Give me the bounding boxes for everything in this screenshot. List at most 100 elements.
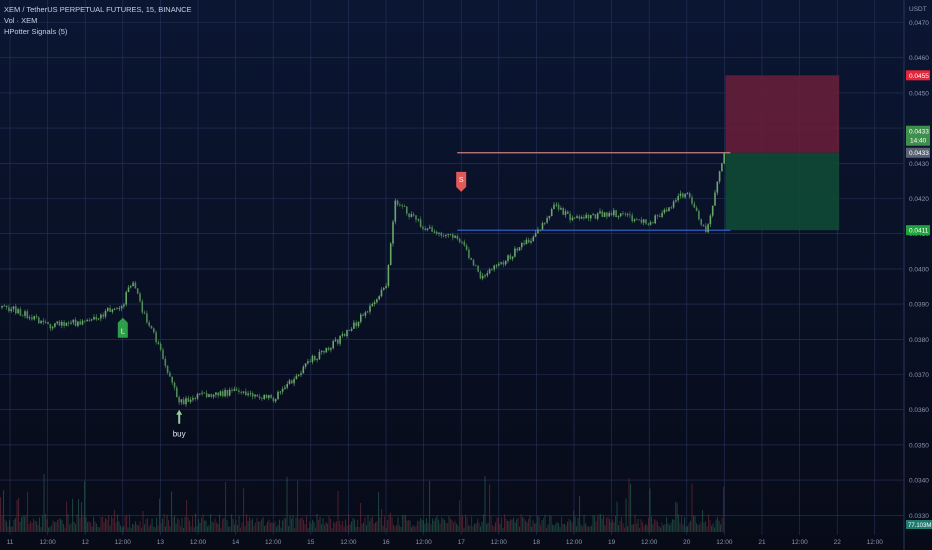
candle-body (516, 248, 518, 251)
candle-body (629, 214, 631, 216)
time-axis-tick: 12 (82, 539, 90, 546)
candle-body (376, 299, 378, 303)
volume-bar (105, 518, 107, 532)
volume-bar (180, 526, 182, 532)
candle-body (281, 388, 284, 392)
time-axis-tick: 16 (382, 539, 390, 546)
volume-bar (249, 517, 251, 532)
candle-body (521, 243, 523, 248)
candle-body (192, 398, 194, 400)
volume-bar (277, 524, 279, 532)
volume-bar (333, 521, 335, 532)
candle-body (670, 207, 673, 209)
candle-body (640, 219, 643, 223)
candle-body (159, 343, 162, 350)
volume-bar (313, 521, 315, 532)
volume-bar (507, 520, 509, 532)
volume-bar (45, 513, 47, 532)
volume-bar (468, 525, 470, 532)
volume-bar (57, 519, 59, 532)
candle-body (523, 243, 525, 245)
candle-body (272, 397, 275, 402)
volume-bar (211, 521, 213, 532)
candle-body (638, 219, 640, 221)
candle-body (314, 355, 316, 360)
candle-body (291, 380, 293, 384)
volume-bar (712, 523, 714, 532)
volume-bar (90, 522, 92, 532)
time-axis-tick: 20 (683, 539, 691, 546)
candle-body (15, 306, 17, 314)
volume-bar (508, 521, 510, 532)
candle-body (355, 322, 357, 327)
volume-bar (309, 521, 311, 532)
candle-body (35, 316, 38, 318)
candle-body (330, 348, 332, 350)
volume-bar (574, 516, 576, 532)
candle-body (422, 226, 424, 229)
candle-body (357, 321, 360, 327)
candle-body (74, 319, 77, 326)
volume-bar (447, 523, 449, 532)
volume-bar (144, 524, 146, 532)
volume-bar (585, 523, 587, 532)
volume-bar (58, 519, 60, 532)
volume-bar (358, 527, 360, 532)
volume-bar (387, 520, 389, 532)
candle-body (56, 321, 58, 324)
candle-body (212, 394, 215, 397)
volume-bar (655, 520, 657, 532)
volume-bar (570, 520, 572, 532)
volume-bar (24, 516, 26, 532)
volume-bar (369, 521, 371, 532)
volume-bar (546, 527, 548, 532)
volume-bar (331, 527, 333, 532)
volume-bar (445, 522, 447, 532)
candle-body (51, 326, 54, 329)
candle-body (146, 313, 148, 323)
candle-body (626, 214, 629, 216)
volume-bar (246, 514, 248, 532)
volume-bar (693, 515, 695, 532)
candle-body (447, 234, 449, 236)
volume-indicator-label[interactable]: Vol · XEM (4, 16, 38, 25)
candle-body (153, 328, 155, 333)
volume-bar (154, 527, 156, 532)
candle-body (408, 213, 410, 217)
candle-body (587, 214, 590, 219)
volume-bar (264, 526, 266, 532)
candle-body (113, 309, 116, 310)
hpotter-indicator-label[interactable]: HPotter Signals (5) (4, 27, 68, 36)
candle-body (341, 334, 344, 336)
volume-bar (345, 519, 347, 532)
volume-bar (214, 518, 216, 532)
candle-body (511, 256, 514, 259)
volume-bar (18, 497, 20, 532)
candle-body (580, 216, 583, 219)
candle-body (557, 204, 560, 210)
volume-bar (612, 519, 614, 532)
candle-body (346, 330, 348, 337)
candle-body (67, 322, 70, 324)
candle-body (682, 193, 684, 198)
volume-bar (64, 527, 66, 532)
volume-bar (60, 518, 62, 532)
volume-bar (201, 517, 203, 532)
volume-bar (517, 517, 519, 532)
candle-body (47, 322, 49, 325)
volume-bar (504, 514, 506, 532)
candle-body (656, 215, 659, 217)
candle-body (410, 214, 413, 217)
volume-bar (81, 502, 83, 532)
volume-bar (324, 524, 326, 532)
candle-body (567, 211, 569, 214)
volume-bar (718, 520, 720, 532)
symbol-title[interactable]: XEM / TetherUS PERPETUAL FUTURES, 15, BI… (4, 5, 192, 14)
candle-body (622, 213, 624, 215)
volume-bar (592, 514, 594, 532)
candle-body (166, 365, 169, 373)
volume-bar (564, 523, 566, 532)
candle-body (449, 234, 452, 236)
candle-body (148, 322, 150, 326)
